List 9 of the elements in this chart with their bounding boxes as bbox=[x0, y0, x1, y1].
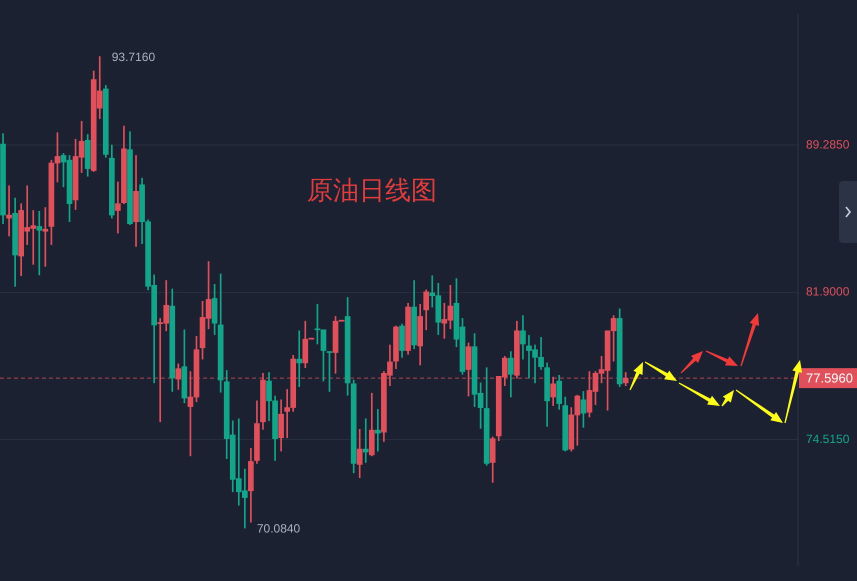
text: 原油日线图 bbox=[306, 176, 437, 206]
annotation: 93.7160 bbox=[112, 50, 156, 64]
candlestick bbox=[6, 185, 12, 236]
annotation: 70.0840 bbox=[256, 521, 301, 536]
candlestick bbox=[326, 351, 332, 392]
y-tick-label: 81.9000 bbox=[806, 284, 850, 299]
y-tick-label: 74.5150 bbox=[806, 432, 850, 446]
y-tick-label: 89.2850 bbox=[806, 137, 850, 152]
ref-line-label: 77.5960 bbox=[806, 370, 853, 386]
